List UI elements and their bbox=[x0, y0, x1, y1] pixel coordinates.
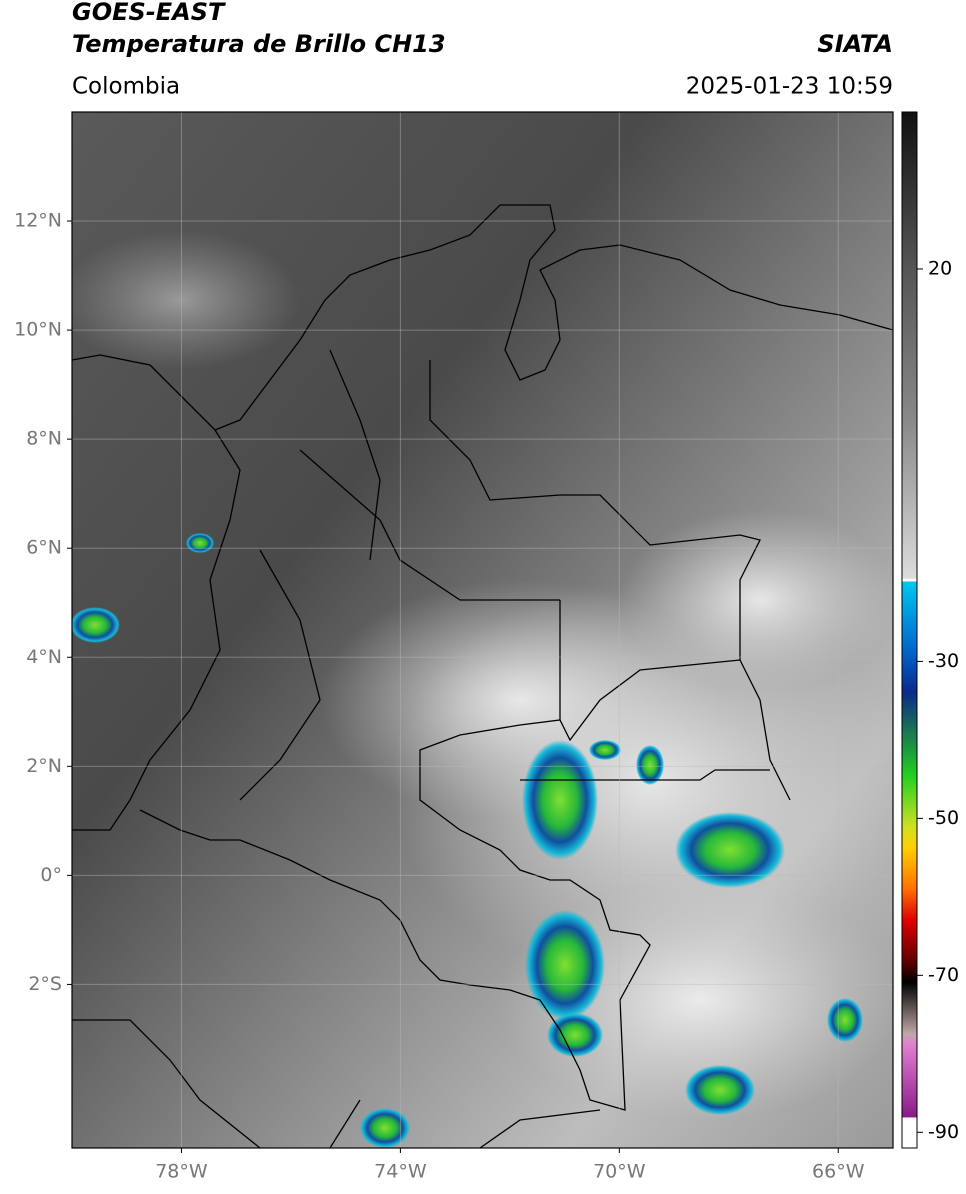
coastline bbox=[72, 204, 893, 431]
y-tick-label: 2°S bbox=[28, 973, 62, 995]
convection bbox=[589, 740, 621, 760]
y-tick-label: 2°N bbox=[26, 755, 62, 777]
region: Colombia bbox=[72, 74, 180, 100]
colorbar-tick-label: 20 bbox=[928, 257, 952, 279]
coastline bbox=[72, 429, 241, 831]
y-tick-label: 0° bbox=[40, 864, 62, 886]
colorbar-tick-label: -70 bbox=[928, 964, 959, 986]
x-tick-label: 66°W bbox=[812, 1161, 865, 1183]
y-tick-label: 4°N bbox=[26, 646, 62, 668]
colorbar-tick-label: -90 bbox=[928, 1121, 959, 1143]
cloud bbox=[620, 510, 893, 690]
title-line1: GOES-EAST bbox=[72, 0, 226, 26]
border bbox=[72, 1019, 601, 1148]
map-image bbox=[72, 112, 893, 1148]
y-tick-label: 12°N bbox=[14, 210, 62, 232]
y-tick-label: 6°N bbox=[26, 537, 62, 559]
convection bbox=[675, 812, 785, 888]
x-tick-label: 78°W bbox=[155, 1161, 208, 1183]
map-frame bbox=[71, 111, 894, 1149]
convection bbox=[522, 740, 598, 860]
grid bbox=[72, 112, 893, 1148]
border bbox=[239, 349, 770, 801]
border bbox=[139, 360, 791, 1111]
title-line2: Temperatura de Brillo CH13 bbox=[72, 30, 446, 58]
convection bbox=[547, 1013, 603, 1057]
convection bbox=[636, 745, 664, 785]
convection bbox=[827, 998, 863, 1042]
convection bbox=[72, 607, 120, 643]
convection bbox=[186, 533, 214, 553]
y-tick-label: 8°N bbox=[26, 428, 62, 450]
x-tick-label: 74°W bbox=[374, 1161, 427, 1183]
x-tick-label: 70°W bbox=[593, 1161, 646, 1183]
colorbar-tick-label: -50 bbox=[928, 807, 959, 829]
datetime: 2025-01-23 10:59 bbox=[686, 74, 893, 100]
colorbar-tick-label: -30 bbox=[928, 650, 959, 672]
convection bbox=[525, 910, 605, 1020]
source: SIATA bbox=[817, 30, 893, 58]
cloud bbox=[72, 230, 300, 370]
convection bbox=[685, 1065, 755, 1115]
convection bbox=[360, 1108, 410, 1148]
colorbar bbox=[901, 111, 918, 1149]
y-tick-label: 10°N bbox=[14, 319, 62, 341]
